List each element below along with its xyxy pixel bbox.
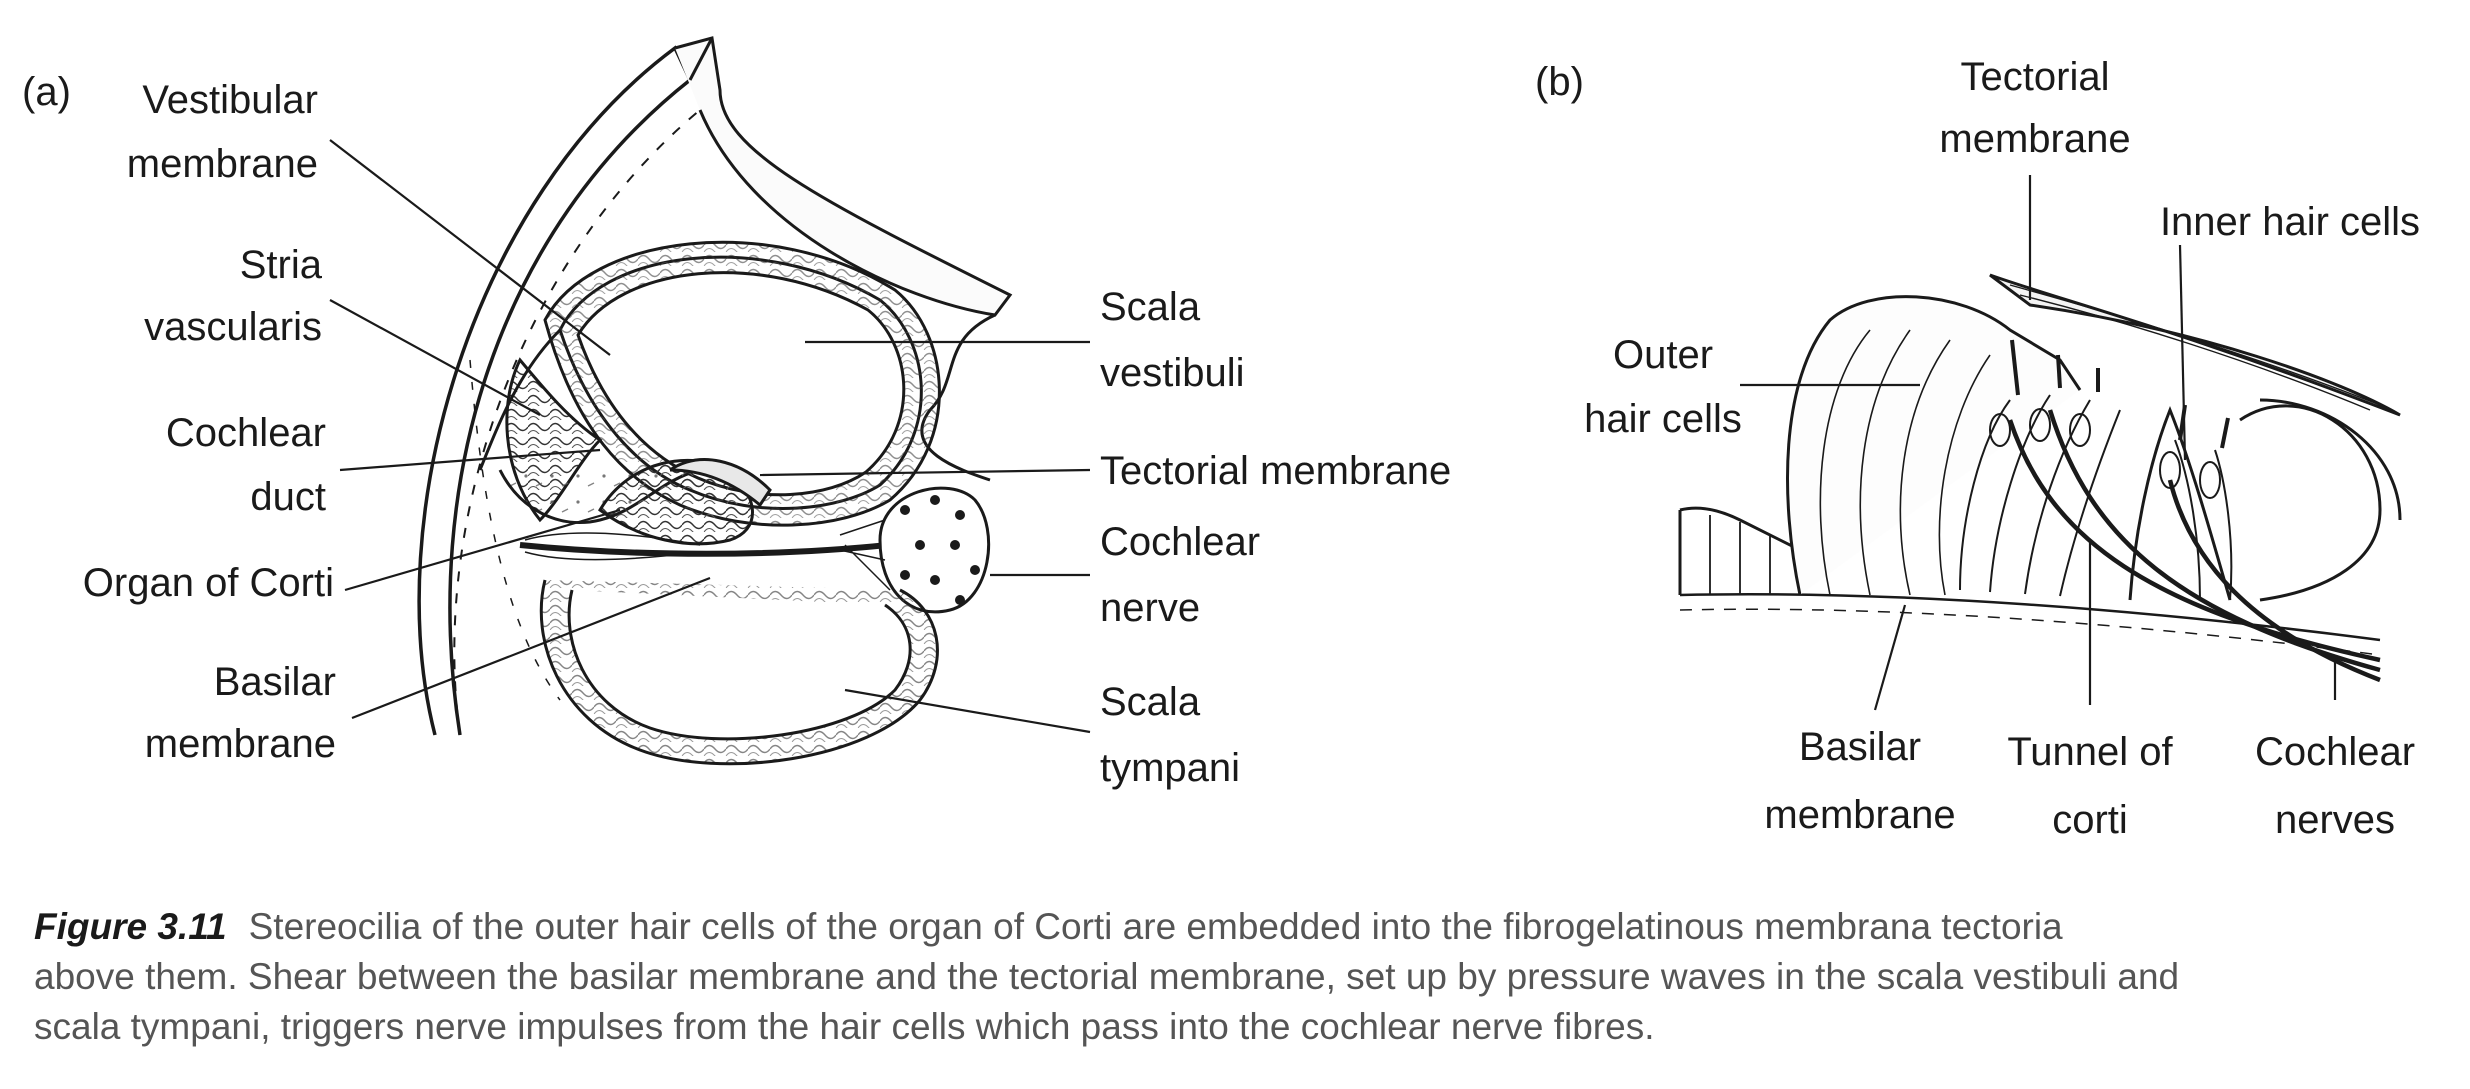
bone-plate [674, 36, 1013, 317]
basilar-membrane-a [519, 537, 931, 557]
label-basilar-membrane-b: Basilar membrane [1764, 725, 1955, 837]
figure-number: Figure 3.11 [34, 906, 227, 947]
label-cochlear-duct: Cochlear duct [166, 411, 326, 519]
label-inner-hair-cells: Inner hair cells [2160, 200, 2420, 244]
label-cochlear-nerves: Cochlear nerves [2255, 730, 2415, 842]
panel-a-drawing [417, 36, 1013, 766]
label-basilar-membrane-a: Basilar membrane [145, 660, 336, 766]
cochlea-diagram: (a) [22, 36, 2420, 842]
tectorial-membrane-b [1989, 273, 2401, 417]
label-stria-vascularis: Stria vascularis [144, 243, 323, 349]
cochlear-nerve-fibres [2007, 409, 2381, 683]
caption-line-3: scala tympani, triggers nerve impulses f… [34, 1006, 1655, 1047]
panel-b-tag: (b) [1535, 60, 1584, 104]
label-scala-tympani: Scala tympani [1100, 680, 1240, 790]
panel-b-leaders [1740, 175, 2337, 711]
label-outer-hair-cells: Outer hair cells [1584, 333, 1742, 441]
label-tectorial-membrane-b: Tectorial membrane [1939, 55, 2130, 161]
caption-text-1: Stereocilia of the outer hair cells of t… [248, 906, 2063, 947]
label-vestibular-membrane: Vestibular membrane [127, 78, 318, 186]
label-cochlear-nerve: Cochlear nerve [1100, 520, 1260, 630]
panel-a-leaders [329, 139, 1091, 734]
label-organ-of-corti: Organ of Corti [83, 561, 334, 605]
caption-line-2: above them. Shear between the basilar me… [34, 956, 2180, 997]
label-scala-vestibuli: Scala vestibuli [1100, 285, 1245, 395]
figure-caption: Figure 3.11 Stereocilia of the outer hair… [34, 902, 2434, 1052]
outer-hair-cell-mound [1786, 295, 2082, 596]
panel-a-tag: (a) [22, 70, 71, 114]
label-tunnel-of-corti: Tunnel of corti [2007, 730, 2173, 842]
panel-b-drawing [1678, 273, 2402, 683]
caption-line-1: Figure 3.11 Stereocilia of the outer hair… [34, 902, 2434, 952]
label-tectorial-membrane-a: Tectorial membrane [1100, 449, 1451, 493]
tunnel-of-corti [2128, 405, 2232, 601]
organ-of-corti [598, 458, 754, 546]
